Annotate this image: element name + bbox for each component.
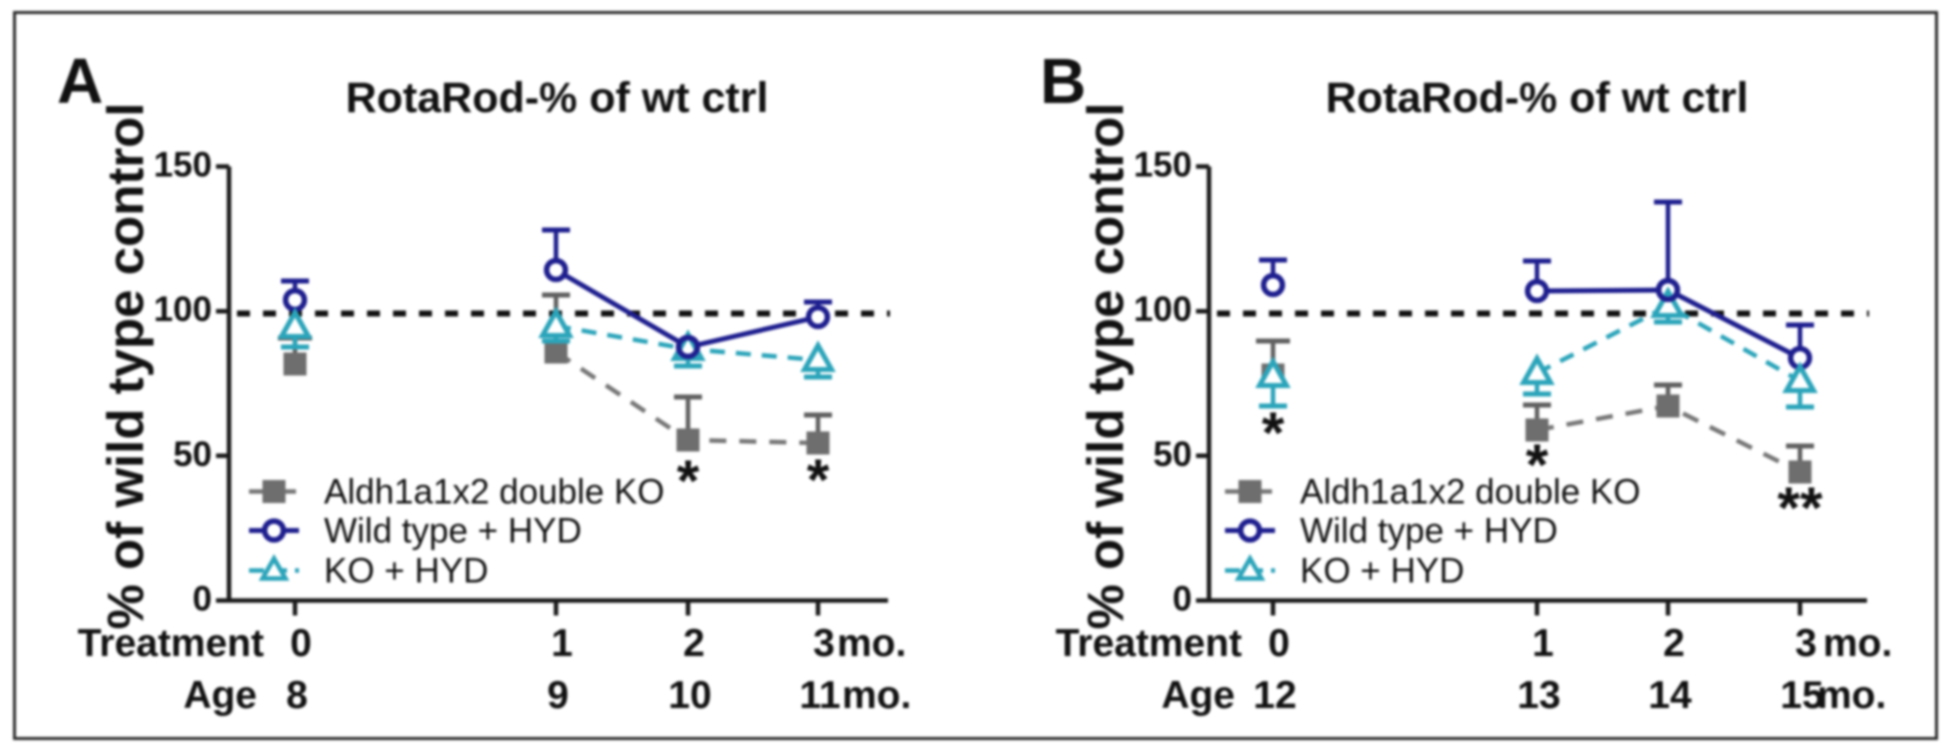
svg-text:**: ** bbox=[1777, 476, 1823, 541]
svg-text:% of wild type control: % of wild type control bbox=[1077, 102, 1134, 629]
svg-text:mo.: mo. bbox=[842, 674, 911, 717]
svg-text:3: 3 bbox=[813, 622, 835, 665]
svg-text:14: 14 bbox=[1648, 674, 1692, 717]
svg-text:100: 100 bbox=[1134, 290, 1192, 329]
svg-text:2: 2 bbox=[683, 622, 705, 665]
svg-text:0: 0 bbox=[193, 580, 212, 619]
svg-text:11: 11 bbox=[799, 674, 840, 717]
svg-text:13: 13 bbox=[1517, 674, 1560, 717]
svg-text:*: * bbox=[1262, 401, 1285, 466]
svg-text:9: 9 bbox=[547, 674, 569, 717]
svg-text:12: 12 bbox=[1253, 674, 1296, 717]
svg-text:Age: Age bbox=[1161, 674, 1235, 717]
svg-text:mo.: mo. bbox=[837, 622, 906, 665]
svg-text:0: 0 bbox=[1268, 622, 1290, 665]
svg-text:mo.: mo. bbox=[1817, 674, 1886, 717]
svg-text:100: 100 bbox=[154, 290, 212, 329]
svg-text:KO + HYD: KO + HYD bbox=[324, 552, 488, 591]
svg-text:0: 0 bbox=[1173, 580, 1192, 619]
svg-text:*: * bbox=[677, 449, 700, 514]
svg-text:*: * bbox=[807, 448, 830, 513]
svg-text:15: 15 bbox=[1780, 674, 1823, 717]
svg-text:Wild type + HYD: Wild type + HYD bbox=[324, 512, 582, 551]
svg-text:Aldh1a1x2 double KO: Aldh1a1x2 double KO bbox=[1300, 473, 1641, 512]
svg-text:3: 3 bbox=[1795, 622, 1817, 665]
svg-text:10: 10 bbox=[668, 674, 711, 717]
svg-text:Age: Age bbox=[183, 674, 257, 717]
svg-text:*: * bbox=[1526, 433, 1549, 498]
svg-text:RotaRod-% of wt ctrl: RotaRod-% of wt ctrl bbox=[346, 74, 769, 122]
svg-text:A: A bbox=[57, 45, 103, 117]
svg-text:50: 50 bbox=[1153, 435, 1192, 474]
svg-text:Treatment: Treatment bbox=[78, 622, 264, 665]
svg-text:50: 50 bbox=[173, 435, 212, 474]
svg-text:% of wild type control: % of wild type control bbox=[97, 102, 154, 629]
svg-text:B: B bbox=[1040, 45, 1086, 117]
svg-text:1: 1 bbox=[551, 622, 573, 665]
svg-text:Treatment: Treatment bbox=[1056, 622, 1242, 665]
svg-text:KO + HYD: KO + HYD bbox=[1300, 552, 1464, 591]
svg-text:0: 0 bbox=[290, 622, 312, 665]
svg-text:Aldh1a1x2 double KO: Aldh1a1x2 double KO bbox=[324, 473, 665, 512]
svg-text:Wild type + HYD: Wild type + HYD bbox=[1300, 512, 1558, 551]
svg-text:150: 150 bbox=[154, 146, 212, 185]
svg-text:mo.: mo. bbox=[1823, 622, 1892, 665]
svg-text:8: 8 bbox=[286, 674, 308, 717]
svg-text:1: 1 bbox=[1532, 622, 1554, 665]
svg-text:150: 150 bbox=[1134, 146, 1192, 185]
svg-text:RotaRod-% of wt ctrl: RotaRod-% of wt ctrl bbox=[1326, 74, 1749, 122]
svg-text:2: 2 bbox=[1663, 622, 1685, 665]
